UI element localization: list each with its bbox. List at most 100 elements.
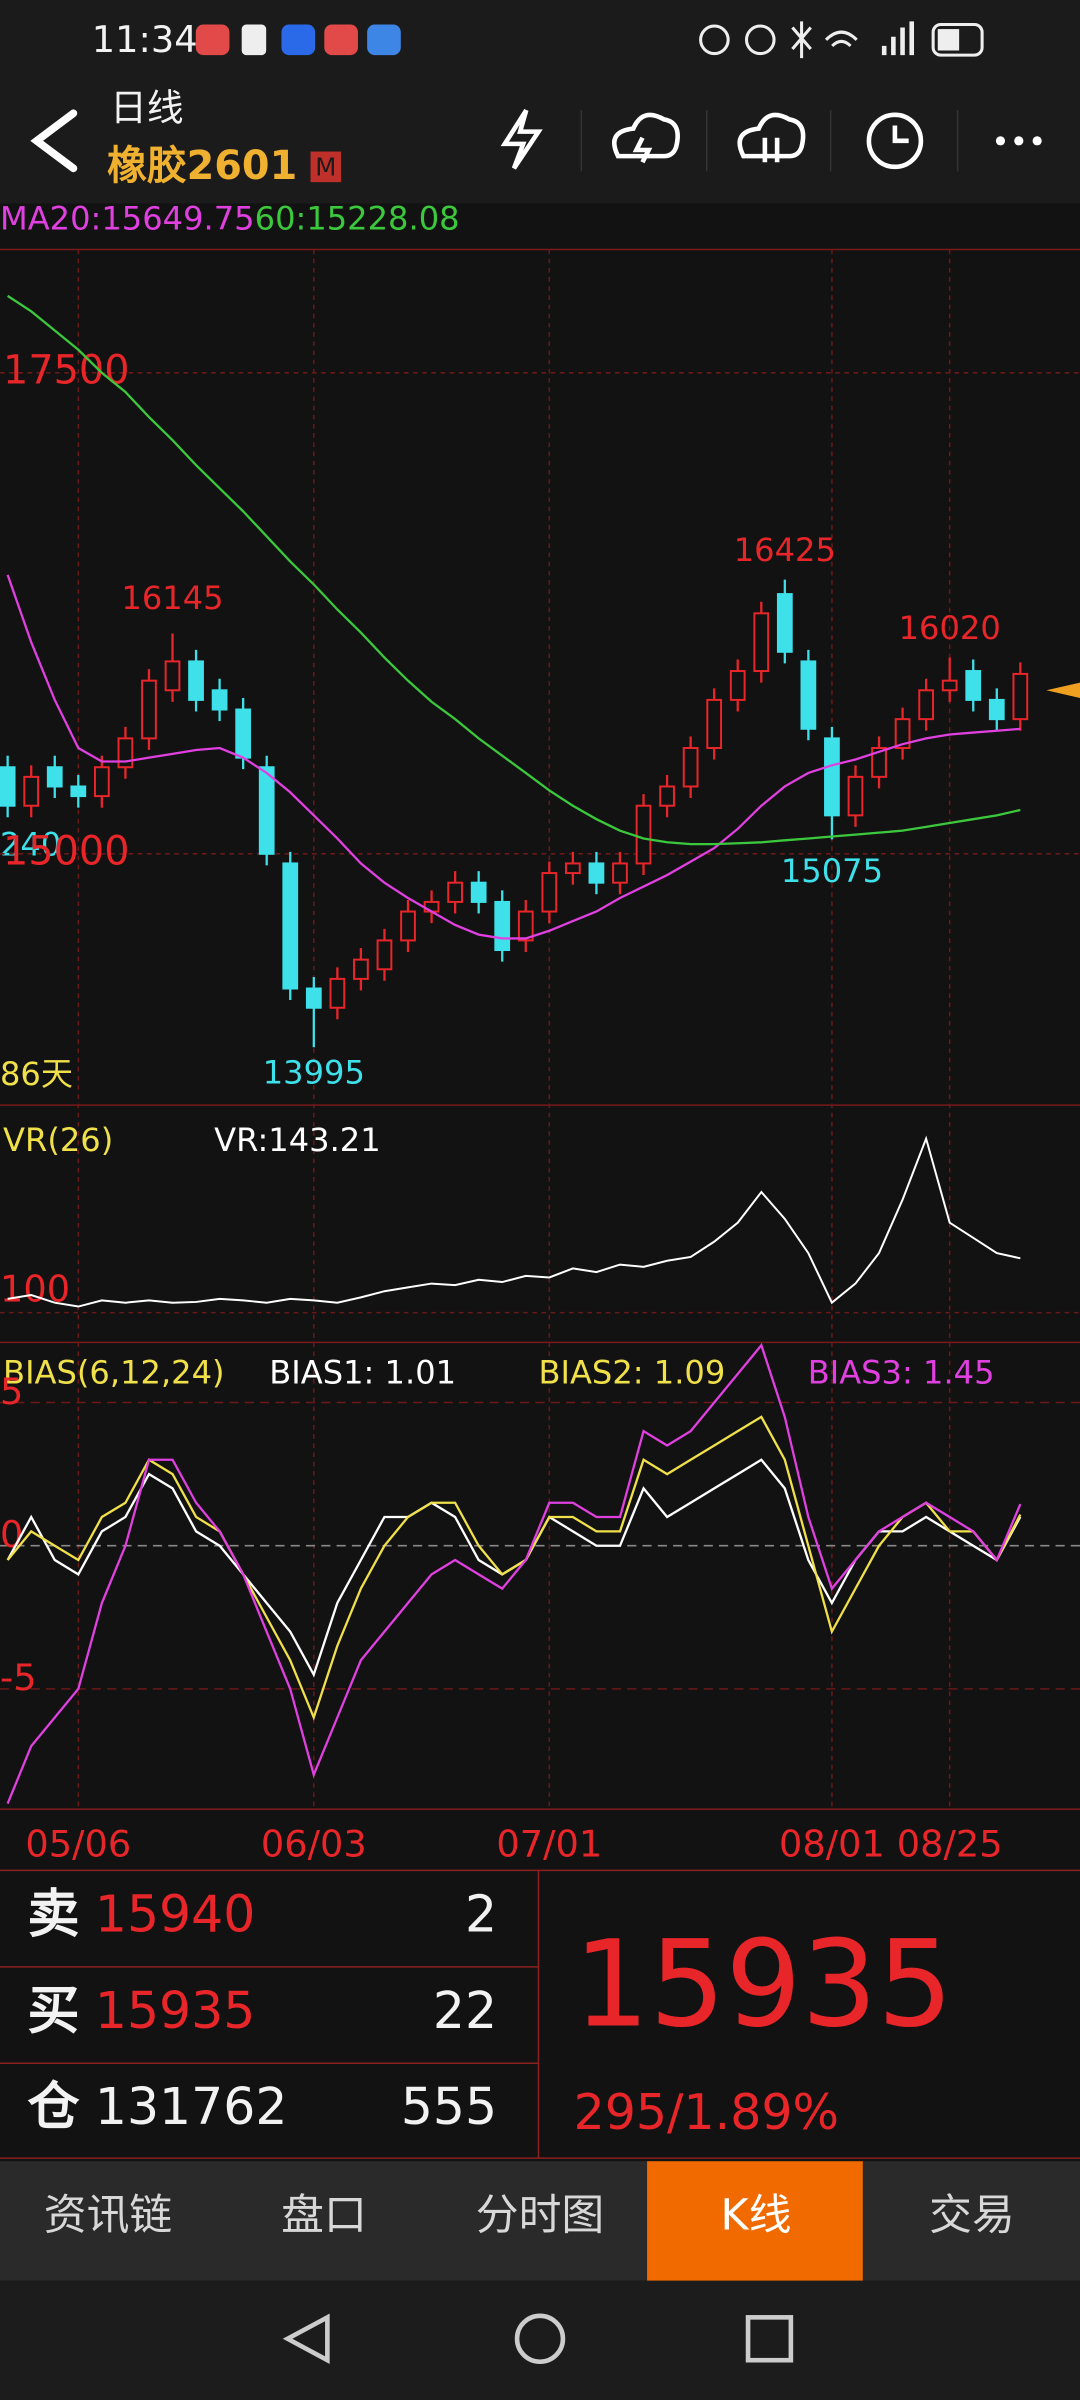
nav-recent[interactable] — [745, 2315, 794, 2363]
bias-line — [6, 1415, 1022, 1721]
bias-legend: BIAS3: 1.45 — [808, 1353, 995, 1391]
candle-body — [682, 747, 699, 788]
vr-legend: VR:143.21 — [214, 1121, 380, 1159]
legend-name: BIAS3: — [808, 1353, 923, 1391]
candle-body — [376, 939, 393, 971]
nav-back[interactable] — [282, 2313, 330, 2365]
candle-body — [753, 612, 770, 673]
bias-legend: BIAS2: 1.09 — [538, 1353, 725, 1391]
bias-line — [6, 1342, 1022, 1804]
legend-value: 15649.75 — [101, 199, 254, 237]
candle-body — [564, 862, 581, 875]
candle-body — [188, 660, 204, 701]
candle-body — [965, 670, 982, 701]
x-tick-label: 08/25 — [897, 1822, 1003, 1865]
period: 日线 — [110, 87, 183, 130]
candle-body — [117, 737, 134, 769]
top-bar-bg — [0, 0, 1080, 204]
last-price: 15935 — [574, 1916, 954, 2055]
candle-body — [612, 862, 628, 884]
legend-value: 1.45 — [923, 1353, 995, 1391]
candle-body — [988, 698, 1005, 721]
quote-qty: 22 — [433, 1981, 497, 2040]
panel-borders — [0, 248, 1080, 2159]
price-change: 295/1.89% — [574, 2084, 839, 2141]
nav-home[interactable] — [514, 2313, 566, 2365]
candle-body — [470, 881, 487, 903]
candle-body — [871, 747, 887, 778]
quote-price: 131762 — [95, 2077, 288, 2136]
extreme-label: 16020 — [899, 609, 1001, 647]
candle-body — [70, 785, 87, 798]
quote-label: 卖 — [28, 1885, 80, 1945]
candle-body — [423, 900, 440, 913]
tab[interactable]: 盘口 — [281, 2190, 367, 2240]
candle-body — [282, 862, 299, 990]
chart-bg — [0, 203, 1080, 1871]
bias-title: BIAS(6,12,24) — [3, 1353, 225, 1391]
y-tick-label: 5 — [0, 1370, 23, 1413]
quote-label: 仓 — [28, 2078, 81, 2138]
candle-body — [23, 775, 40, 807]
candle-body — [353, 958, 369, 980]
tab[interactable]: 分时图 — [476, 2190, 604, 2240]
candle-body — [659, 785, 675, 807]
candle-body — [235, 708, 252, 759]
candle-body — [847, 775, 864, 817]
quote-price: 15935 — [95, 1981, 256, 2040]
candle-body — [517, 910, 534, 942]
candle-body — [329, 977, 346, 1009]
candle-body — [494, 900, 511, 952]
extreme-label: 16425 — [734, 531, 836, 569]
status-time: 11:34 — [92, 18, 198, 61]
candle-body — [588, 862, 605, 884]
extreme-label: 13995 — [263, 1054, 365, 1092]
legend-value: 1.09 — [654, 1353, 726, 1391]
x-tick-label: 05/06 — [25, 1822, 131, 1865]
quote-price: 15940 — [95, 1884, 256, 1943]
more-button[interactable] — [995, 136, 1042, 146]
ma-legend: MA20:15649.7560:15228.08 — [0, 199, 460, 237]
badge-bg — [310, 151, 342, 183]
candle-body — [635, 804, 652, 865]
vr-line — [7, 1135, 1021, 1308]
candle-body — [918, 689, 935, 721]
tab-bar — [0, 2161, 1080, 2281]
cloud-button[interactable] — [612, 112, 680, 164]
legend-name: VR: — [214, 1121, 268, 1159]
legend-name: 60: — [255, 199, 307, 237]
tab[interactable]: 资讯链 — [44, 2190, 172, 2240]
status-icons — [195, 21, 984, 59]
legend-value: 1.01 — [385, 1353, 457, 1391]
candle-body — [776, 593, 793, 653]
extreme-label: 16145 — [121, 579, 223, 617]
y-tick-label: 0 — [0, 1513, 23, 1556]
back-button[interactable] — [30, 109, 78, 173]
candle-body — [211, 689, 228, 711]
partial-label: 240 — [0, 825, 61, 863]
nav-bar — [0, 2280, 1080, 2400]
tab[interactable]: 交易 — [929, 2190, 1015, 2240]
ma-line — [7, 294, 1021, 846]
candle-body — [0, 766, 16, 807]
candle-body — [541, 872, 558, 913]
tab[interactable]: K线 — [721, 2190, 792, 2240]
bias-legend: BIAS1: 1.01 — [269, 1353, 456, 1391]
candle-body — [729, 670, 746, 701]
x-tick-label: 06/03 — [261, 1822, 367, 1865]
candle-body — [706, 698, 723, 749]
candle-body — [941, 679, 958, 692]
clock-button[interactable] — [866, 112, 924, 170]
candle-body — [305, 987, 322, 1009]
days-label: 86天 — [0, 1055, 73, 1093]
quote-qty: 555 — [401, 2077, 497, 2136]
y-tick-label: 17500 — [3, 347, 129, 393]
legend-value: 143.21 — [268, 1121, 380, 1159]
contract[interactable]: 橡胶2601 — [107, 143, 297, 189]
cloud-sync-button[interactable] — [737, 112, 806, 163]
y-tick-label: 15000 — [3, 828, 129, 874]
flash-button[interactable] — [500, 108, 543, 170]
candle-body — [141, 679, 157, 740]
candle-body — [824, 737, 840, 817]
